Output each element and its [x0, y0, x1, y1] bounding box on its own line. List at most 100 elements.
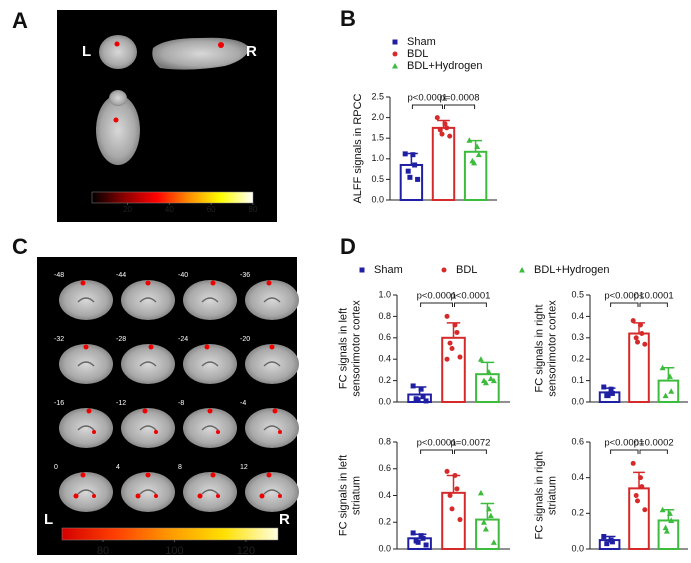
slice-label: -4: [240, 400, 246, 407]
slice-label: -44: [116, 272, 126, 279]
data-point: [490, 539, 497, 545]
y-tick-label: 0.6: [571, 436, 584, 446]
y-axis-label: ALFF signals in RPCC: [352, 93, 364, 203]
data-point: [420, 394, 426, 400]
brain-sagittal: [152, 37, 250, 70]
legend-label: BDL+Hydrogen: [407, 60, 483, 72]
p-value: p=0.0002: [634, 438, 674, 449]
slice-label: -40: [178, 272, 188, 279]
legend-label: BDL: [407, 48, 428, 60]
brain-slice: [59, 472, 113, 512]
activation: [86, 408, 92, 414]
activation: [266, 280, 272, 286]
p-value: p<0.0001: [604, 291, 644, 302]
data-point: [452, 472, 458, 478]
data-point: [630, 460, 636, 466]
bracket: [411, 104, 443, 109]
ventricle: [139, 297, 157, 303]
data-point: [633, 335, 639, 341]
activation: [92, 494, 96, 498]
brain-slice: [245, 408, 299, 448]
bar: [628, 487, 650, 551]
p-value: p<0.0001: [604, 438, 644, 449]
data-point: [423, 542, 429, 548]
ventricle: [263, 425, 281, 431]
data-point: [474, 143, 481, 149]
y-tick-label: 0.1: [571, 375, 584, 385]
data-point: [415, 397, 421, 403]
data-point: [444, 356, 450, 362]
activation: [197, 493, 203, 499]
activation: [216, 430, 220, 434]
data-point: [437, 127, 443, 133]
data-point: [609, 390, 615, 396]
p-value: p<0.0001: [417, 438, 457, 449]
bracket: [420, 302, 453, 307]
legend-label: Sham: [374, 264, 403, 276]
activation: [135, 493, 141, 499]
y-tick-label: 2.5: [371, 91, 384, 101]
data-point: [608, 386, 614, 392]
ventricle: [139, 425, 157, 431]
activation: [278, 430, 282, 434]
panel-label: A: [12, 8, 28, 33]
data-point: [412, 162, 418, 168]
activation: [210, 472, 216, 478]
p-value: p=0.0072: [451, 438, 491, 449]
data-point: [447, 340, 453, 346]
activation: [145, 280, 151, 286]
colorbar: [91, 191, 254, 204]
y-tick-label: 0.2: [378, 517, 391, 527]
y-tick-label: 0.8: [378, 436, 391, 446]
brain-slice: [183, 472, 237, 512]
legend-label: BDL: [456, 264, 477, 276]
ventricle: [263, 361, 281, 367]
ventricle: [201, 297, 219, 303]
data-point: [635, 498, 640, 504]
ventricle: [201, 425, 219, 431]
data-point: [642, 341, 648, 347]
error-bar: [633, 471, 645, 489]
brain-slice: [59, 408, 113, 448]
colorbar-tick-label: 20: [123, 205, 132, 214]
p-value: p<0.0001: [451, 291, 491, 302]
activation: [154, 494, 158, 498]
p-value: p<0.0001: [417, 291, 457, 302]
data-point: [410, 530, 416, 536]
data-point: [444, 313, 450, 319]
data-point: [659, 364, 666, 371]
brain-slice: [121, 344, 175, 384]
y-axis-label: sensorimotor cortex: [546, 300, 558, 397]
activation: [259, 493, 265, 499]
data-point: [668, 517, 675, 523]
slice-label: 4: [116, 464, 120, 471]
activation: [148, 344, 154, 350]
legend-label: Sham: [407, 36, 436, 48]
data-point: [434, 115, 440, 121]
slice-label: -16: [54, 400, 64, 407]
data-point: [442, 121, 448, 127]
data-point: [485, 505, 492, 512]
activation: [269, 344, 275, 350]
bracket: [639, 449, 668, 454]
slice-label: 0: [54, 464, 58, 471]
data-point: [415, 176, 421, 182]
ventricle: [201, 361, 219, 367]
data-point: [639, 484, 645, 490]
bar: [475, 373, 500, 403]
y-tick-label: 0.0: [571, 396, 584, 406]
brain-slice: [59, 280, 113, 320]
data-point: [423, 398, 429, 404]
data-point: [490, 377, 497, 384]
activation: [83, 344, 89, 350]
activation: [154, 430, 158, 434]
y-tick-label: 0.0: [371, 194, 384, 204]
data-point: [415, 539, 421, 545]
ventricle: [77, 489, 95, 495]
legend-label: BDL+Hydrogen: [534, 264, 610, 276]
data-point: [638, 322, 643, 328]
y-tick-label: 0.4: [378, 490, 391, 500]
data-point: [449, 506, 455, 512]
data-point: [662, 392, 669, 399]
